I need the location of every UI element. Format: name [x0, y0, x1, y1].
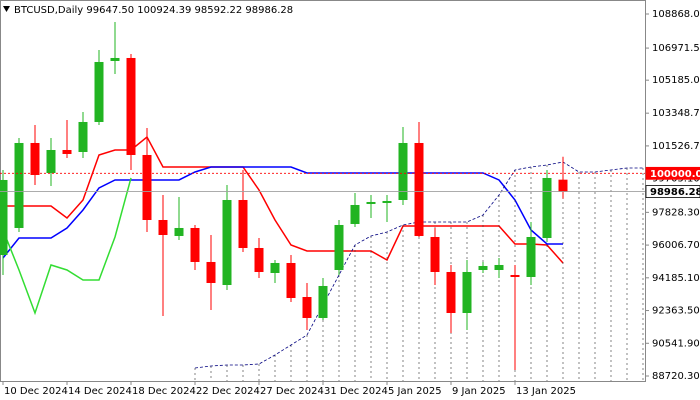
candle-body: [366, 201, 376, 204]
x-tick-label: 13 Jan 2025: [516, 386, 576, 397]
candle-body: [414, 142, 424, 236]
plot: [0, 21, 644, 381]
y-tick-label: 103348.70: [652, 108, 700, 119]
y-tick-label: 97828.30: [652, 207, 700, 218]
candle-body: [174, 227, 184, 236]
candle-body: [238, 199, 248, 248]
candle-body: [318, 285, 328, 318]
candle-body: [558, 179, 568, 192]
candle-body: [430, 236, 440, 272]
y-tick-label: 88720.30: [652, 371, 700, 382]
candle-body: [478, 265, 488, 270]
candle-body: [0, 179, 8, 255]
y-tick-label: 94185.10: [652, 273, 700, 284]
candle-body: [286, 262, 296, 298]
candle-body: [510, 274, 520, 277]
indicator-line: [2, 177, 132, 316]
candle-body: [462, 271, 472, 313]
level-label-box: [645, 185, 700, 198]
y-tick-label: 101526.70: [652, 141, 700, 152]
candle-body: [190, 227, 200, 262]
y-tick-label: 106971.50: [652, 43, 700, 54]
candle-body: [206, 261, 216, 283]
x-tick-label: 31 Dec 2024: [324, 386, 388, 397]
candle-body: [398, 142, 408, 200]
x-tick-label: 27 Dec 2024: [260, 386, 324, 397]
level-label: 98986.28: [650, 187, 700, 198]
candle-body: [30, 142, 40, 175]
candle-body: [142, 154, 152, 220]
candle-body: [14, 142, 24, 228]
candle-body: [126, 57, 136, 155]
candle-body: [254, 247, 264, 272]
candle-body: [270, 262, 280, 273]
x-tick-label: 9 Jan 2025: [452, 386, 506, 397]
x-tick-label: 10 Dec 2024: [4, 386, 68, 397]
chart-title: BTCUSD,Daily 99647.50 100924.39 98592.22…: [14, 5, 293, 16]
candle-body: [94, 61, 104, 122]
candle-body: [382, 200, 392, 203]
candle-body: [46, 149, 56, 173]
x-tick-label: 22 Dec 2024: [196, 386, 260, 397]
candle-body: [62, 149, 72, 154]
x-tick-label: 5 Jan 2025: [388, 386, 442, 397]
candle-body: [78, 121, 88, 152]
candle-body: [334, 224, 344, 270]
candle-body: [158, 219, 168, 235]
candle-body: [350, 204, 360, 224]
level-label: 100000.00: [650, 169, 700, 180]
candle-body: [222, 199, 232, 286]
candle-body: [446, 271, 456, 313]
candle-body: [302, 297, 312, 318]
y-tick-label: 92363.50: [652, 306, 700, 317]
y-tick-label: 90541.90: [652, 338, 700, 349]
x-tick-label: 18 Dec 2024: [132, 386, 196, 397]
indicator-line: [3, 135, 564, 264]
x-tick-label: 14 Dec 2024: [68, 386, 132, 397]
level-label-box: [645, 166, 700, 180]
candle-body: [494, 264, 504, 270]
candle-body: [526, 236, 536, 277]
candle-body: [110, 57, 120, 61]
candle-body: [542, 177, 552, 238]
y-tick-label: 108868.00: [652, 9, 700, 20]
y-tick-label: 96006.70: [652, 240, 700, 251]
y-tick-label: 105185.00: [652, 75, 700, 86]
menu-marker: [3, 6, 10, 12]
